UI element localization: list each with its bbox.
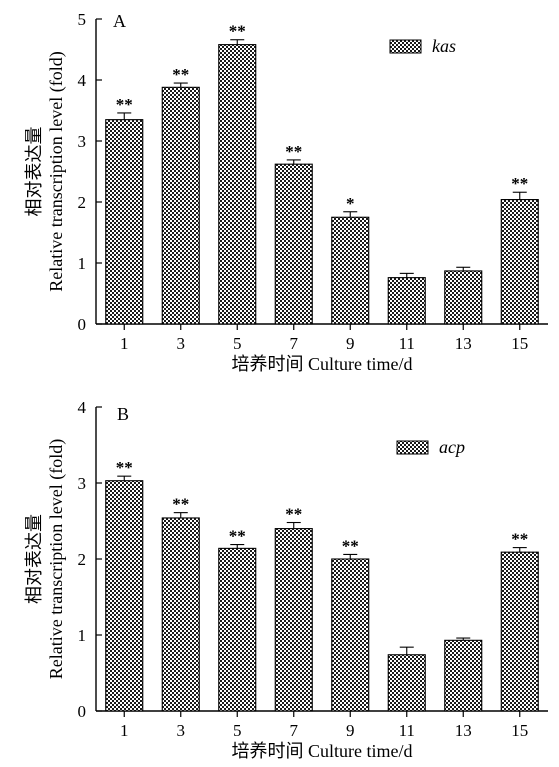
significance-mark: ** bbox=[511, 530, 528, 549]
bar-day-11 bbox=[387, 277, 426, 325]
bar-day-7 bbox=[274, 528, 313, 712]
x-tick-label: 1 bbox=[120, 334, 129, 353]
x-tick-label: 7 bbox=[290, 334, 299, 353]
x-tick-label: 3 bbox=[177, 334, 186, 353]
x-tick-label: 15 bbox=[511, 721, 528, 740]
x-tick-label: 5 bbox=[233, 721, 242, 740]
bar-day-15 bbox=[500, 199, 539, 325]
y-axis-label-en: Relative transcription level (fold) bbox=[46, 51, 67, 291]
bar-day-1 bbox=[105, 119, 144, 325]
legend-label: acp bbox=[439, 437, 465, 457]
x-tick-label: 15 bbox=[511, 334, 528, 353]
bar-day-13 bbox=[444, 639, 483, 712]
significance-mark: ** bbox=[229, 22, 246, 41]
bar-day-5 bbox=[218, 547, 257, 712]
x-tick-label: 1 bbox=[120, 721, 129, 740]
bar-day-3 bbox=[161, 86, 200, 325]
panel-label: B bbox=[117, 404, 129, 424]
y-tick-label: 3 bbox=[78, 132, 87, 151]
x-tick-label: 9 bbox=[346, 334, 355, 353]
y-tick-label: 5 bbox=[78, 10, 87, 29]
significance-mark: * bbox=[346, 194, 355, 213]
x-tick-label: 13 bbox=[455, 721, 472, 740]
legend-label: kas bbox=[432, 36, 456, 56]
x-tick-label: 5 bbox=[233, 334, 242, 353]
significance-mark: ** bbox=[285, 505, 302, 524]
bar-day-3 bbox=[161, 517, 200, 712]
x-axis-label: 培养时间 Culture time/d bbox=[232, 741, 413, 761]
bar-day-11 bbox=[387, 654, 426, 712]
bar-day-1 bbox=[105, 480, 144, 712]
significance-mark: ** bbox=[285, 142, 302, 161]
bar-day-9 bbox=[331, 558, 370, 712]
significance-mark: ** bbox=[172, 495, 189, 514]
x-tick-label: 3 bbox=[177, 721, 186, 740]
bar-day-5 bbox=[218, 44, 257, 325]
y-tick-label: 3 bbox=[78, 474, 87, 493]
y-axis-label-cn: 相对表达量 bbox=[24, 514, 44, 604]
x-tick-label: 7 bbox=[290, 721, 299, 740]
significance-mark: ** bbox=[342, 536, 359, 555]
significance-mark: ** bbox=[229, 527, 246, 546]
bar-day-7 bbox=[274, 163, 313, 325]
x-tick-label: 11 bbox=[399, 721, 415, 740]
significance-mark: ** bbox=[116, 95, 133, 114]
legend-swatch bbox=[389, 39, 422, 54]
y-tick-label: 2 bbox=[78, 193, 87, 212]
significance-mark: ** bbox=[116, 458, 133, 477]
bar-day-9 bbox=[331, 216, 370, 325]
y-axis-label-cn: 相对表达量 bbox=[24, 127, 44, 217]
y-tick-label: 0 bbox=[78, 315, 87, 334]
y-tick-label: 2 bbox=[78, 550, 87, 569]
x-tick-label: 11 bbox=[399, 334, 415, 353]
x-axis-label: 培养时间 Culture time/d bbox=[232, 354, 413, 374]
y-tick-label: 4 bbox=[78, 398, 87, 417]
y-axis-label: 相对表达量 Relative transcription level (fold) bbox=[24, 51, 67, 291]
y-axis-label: 相对表达量 Relative transcription level (fold) bbox=[24, 439, 67, 679]
y-tick-label: 0 bbox=[78, 702, 87, 721]
significance-mark: ** bbox=[511, 174, 528, 193]
y-tick-label: 4 bbox=[78, 71, 87, 90]
x-tick-label: 9 bbox=[346, 721, 355, 740]
y-tick-label: 1 bbox=[78, 254, 87, 273]
legend-swatch bbox=[396, 440, 429, 455]
significance-mark: ** bbox=[172, 65, 189, 84]
y-axis-label-en: Relative transcription level (fold) bbox=[46, 439, 67, 679]
bar-day-13 bbox=[444, 270, 483, 325]
y-tick-label: 1 bbox=[78, 626, 87, 645]
panel-label: A bbox=[113, 11, 126, 31]
x-tick-label: 13 bbox=[455, 334, 472, 353]
bar-day-15 bbox=[500, 551, 539, 712]
